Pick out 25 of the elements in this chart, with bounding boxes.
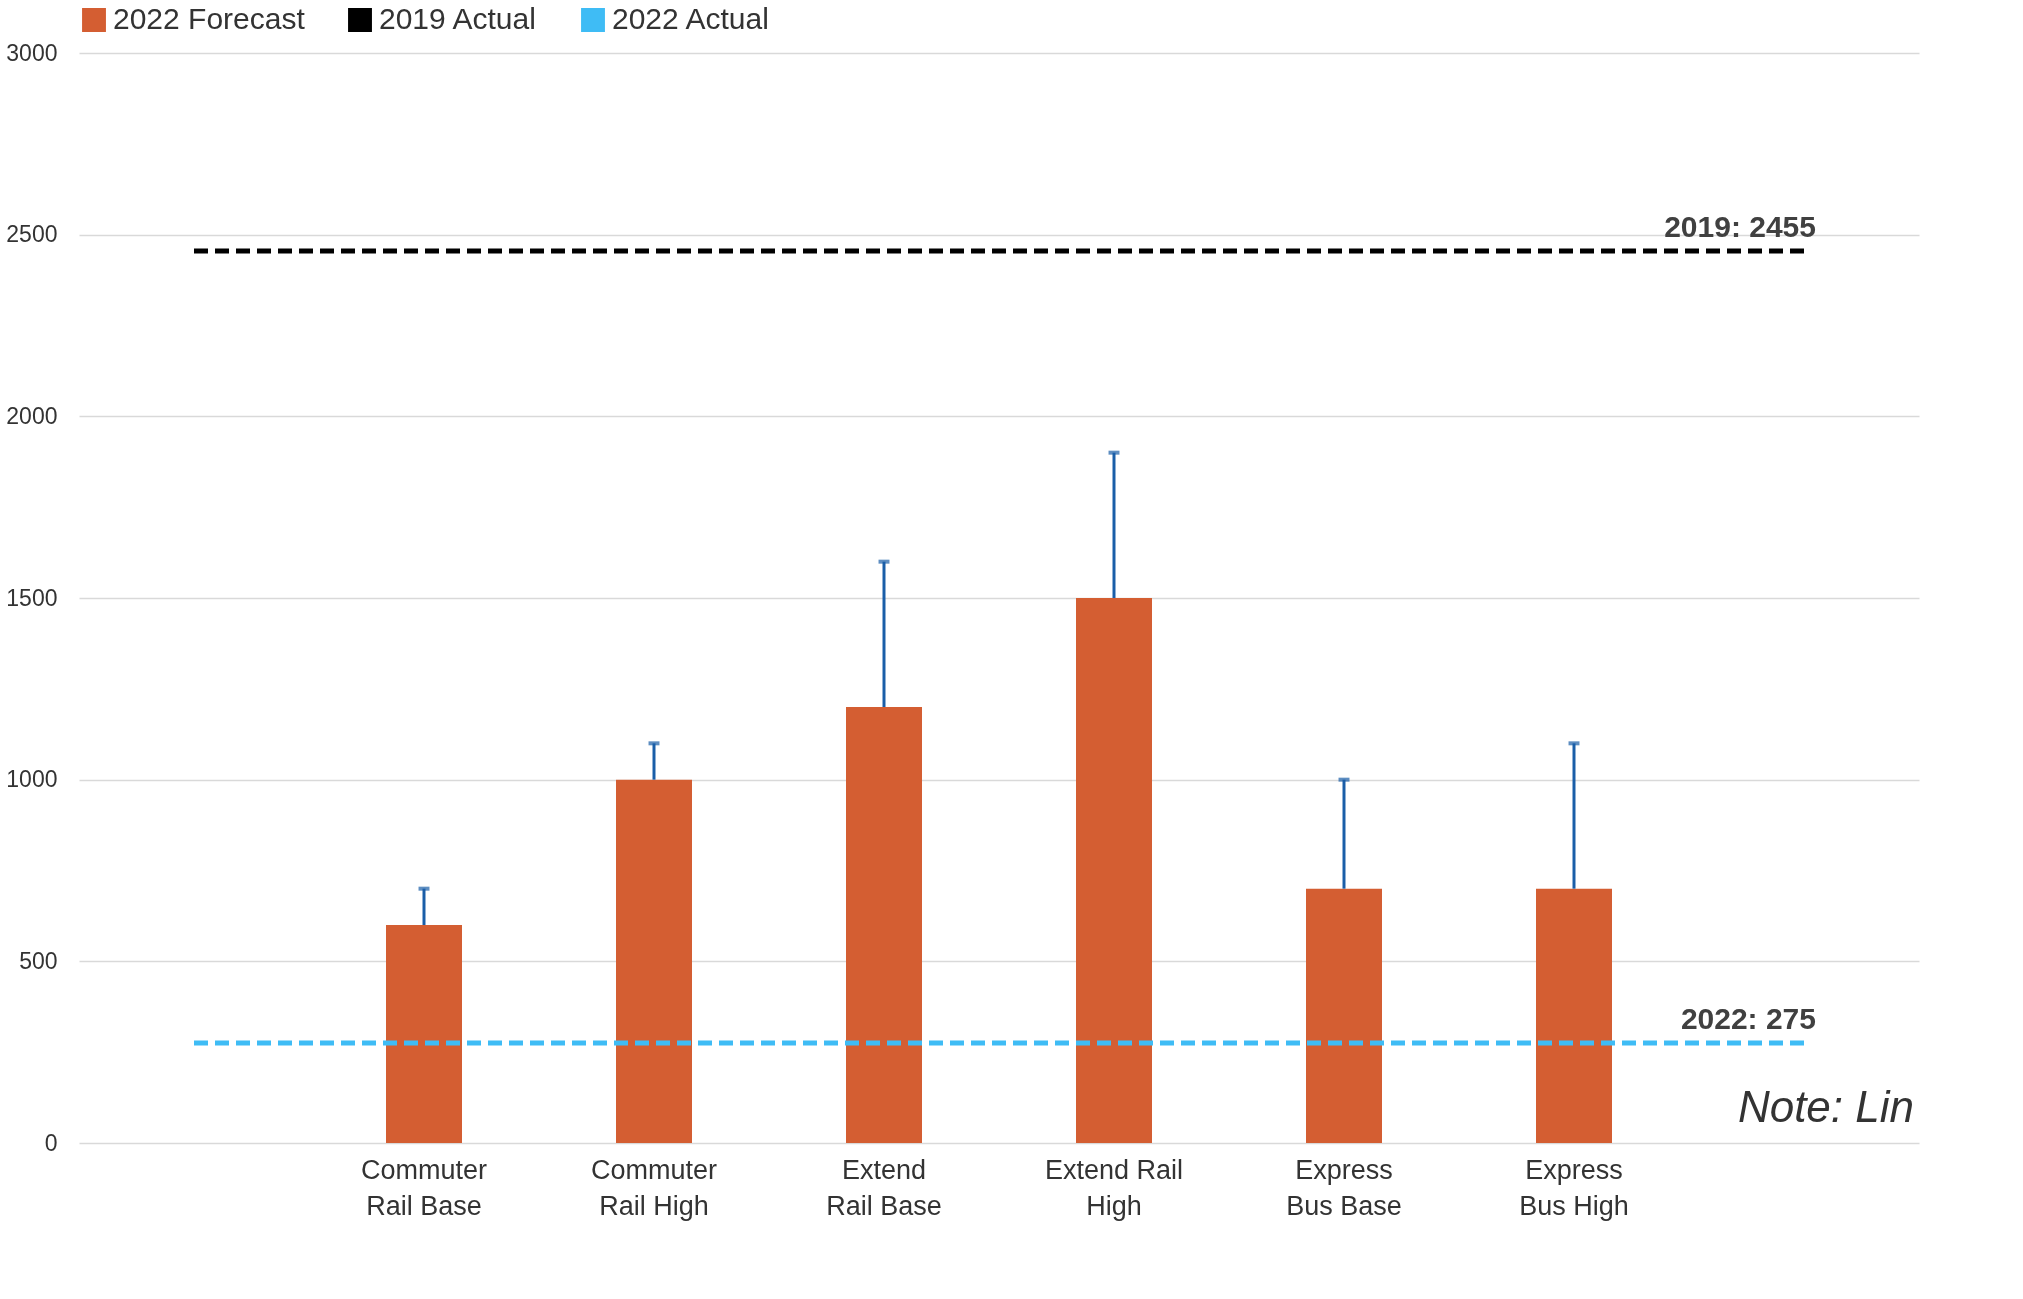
annotation: 2019: 2455 xyxy=(1664,210,1816,244)
legend-label: 2019 Actual xyxy=(379,2,536,35)
y-tick-label: 2000 xyxy=(6,402,58,429)
y-tick-label: 3000 xyxy=(6,39,58,66)
annotation: 2022: 275 xyxy=(1680,1002,1816,1036)
legend-label: 2022 Actual xyxy=(612,2,769,35)
bar xyxy=(1306,888,1382,1143)
x-tick-label: Commuter Rail High xyxy=(590,1154,718,1221)
y-tick-label: 500 xyxy=(19,947,58,974)
x-tick-label: Express Bus High xyxy=(1519,1154,1629,1221)
y-tick-label: 0 xyxy=(44,1129,58,1156)
annotation: Note: Lin xyxy=(1737,1082,1914,1131)
bar xyxy=(616,779,692,1143)
bar xyxy=(1536,888,1612,1143)
x-tick-label: Extend Rail Base xyxy=(826,1154,942,1221)
bar xyxy=(846,707,922,1143)
bar xyxy=(386,925,462,1143)
y-tick-label: 1500 xyxy=(6,584,58,611)
x-tick-label: Extend Rail High xyxy=(1044,1154,1184,1221)
legend-label: 2022 Forecast xyxy=(113,2,306,35)
x-tick-label: Commuter Rail Base xyxy=(360,1154,488,1221)
y-tick-label: 2500 xyxy=(6,221,58,248)
x-tick-label: Express Bus Base xyxy=(1286,1154,1402,1221)
y-tick-label: 1000 xyxy=(6,766,58,793)
bar xyxy=(1076,598,1152,1143)
